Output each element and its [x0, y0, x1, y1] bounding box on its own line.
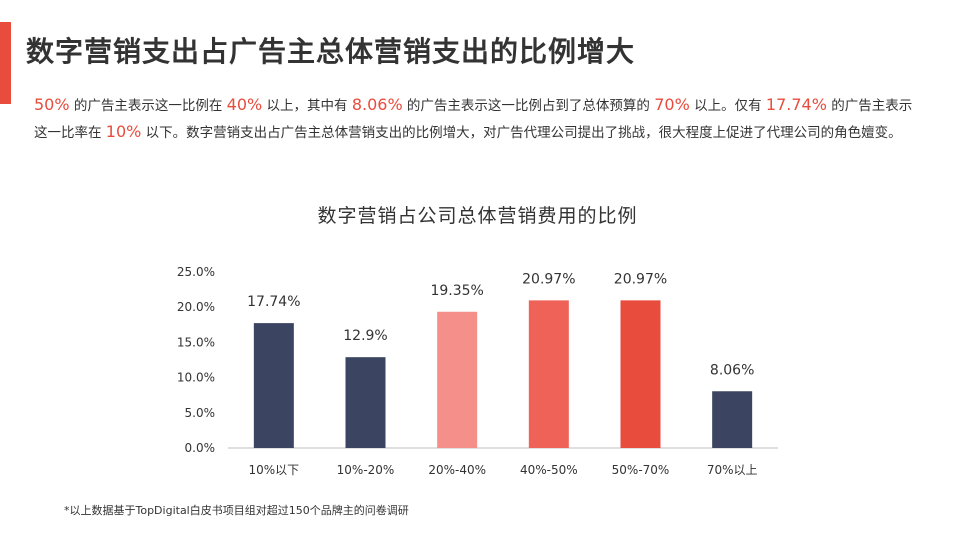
summary-highlight: 40%: [226, 95, 263, 114]
x-tick-label: 40%-50%: [520, 463, 578, 477]
bar: [712, 391, 753, 448]
page-title: 数字营销支出占广告主总体营销支出的比例增大: [26, 35, 636, 68]
bar: [345, 357, 386, 448]
bar: [620, 300, 661, 448]
data-label: 12.9%: [343, 328, 387, 344]
data-label: 8.06%: [710, 362, 754, 378]
bar: [253, 323, 294, 448]
summary-text: 的广告主表示这一比例占到了总体预算的: [402, 98, 655, 114]
summary-text: 以上。仅有: [689, 98, 766, 114]
data-label: 19.35%: [430, 283, 483, 299]
data-label: 17.74%: [247, 294, 300, 310]
chart-title: 数字营销占公司总体营销费用的比例: [317, 205, 638, 227]
x-tick-label: 70%以上: [707, 463, 758, 477]
summary-text: 以下。数字营销支出占广告主总体营销支出的比例增大，对广告代理公司提出了挑战，很大…: [141, 125, 902, 141]
bar: [528, 300, 569, 448]
summary-highlight: 17.74%: [765, 95, 827, 114]
summary-text: 的广告主表示这一比率在: [34, 98, 913, 141]
summary-highlight: 50%: [34, 95, 70, 114]
summary-text: 以上，其中有: [262, 98, 352, 114]
x-tick-label: 20%-40%: [428, 463, 486, 477]
summary-highlight: 10%: [105, 122, 142, 141]
summary-highlight: 8.06%: [351, 95, 403, 114]
x-tick-label: 10%-20%: [337, 463, 395, 477]
y-tick-label: 0.0%: [185, 441, 216, 455]
data-label: 20.97%: [522, 271, 575, 287]
bar: [437, 311, 478, 448]
y-tick-label: 15.0%: [177, 335, 215, 349]
y-tick-label: 5.0%: [185, 406, 216, 420]
summary-highlight: 70%: [654, 95, 690, 114]
y-tick-label: 25.0%: [177, 265, 215, 279]
x-tick-label: 10%以下: [248, 463, 299, 477]
y-tick-label: 10.0%: [177, 371, 215, 385]
x-tick-label: 50%-70%: [612, 463, 670, 477]
y-tick-label: 20.0%: [177, 300, 215, 314]
summary-paragraph: 50% 的广告主表示这一比例在 40% 以上，其中有 8.06% 的广告主表示这…: [34, 92, 914, 146]
data-label: 20.97%: [614, 271, 667, 287]
title-accent-bar: [0, 22, 11, 104]
summary-text: 的广告主表示这一比例在: [69, 98, 227, 114]
footnote: *以上数据基于TopDigital白皮书项目组对超过150个品牌主的问卷调研: [64, 504, 409, 517]
